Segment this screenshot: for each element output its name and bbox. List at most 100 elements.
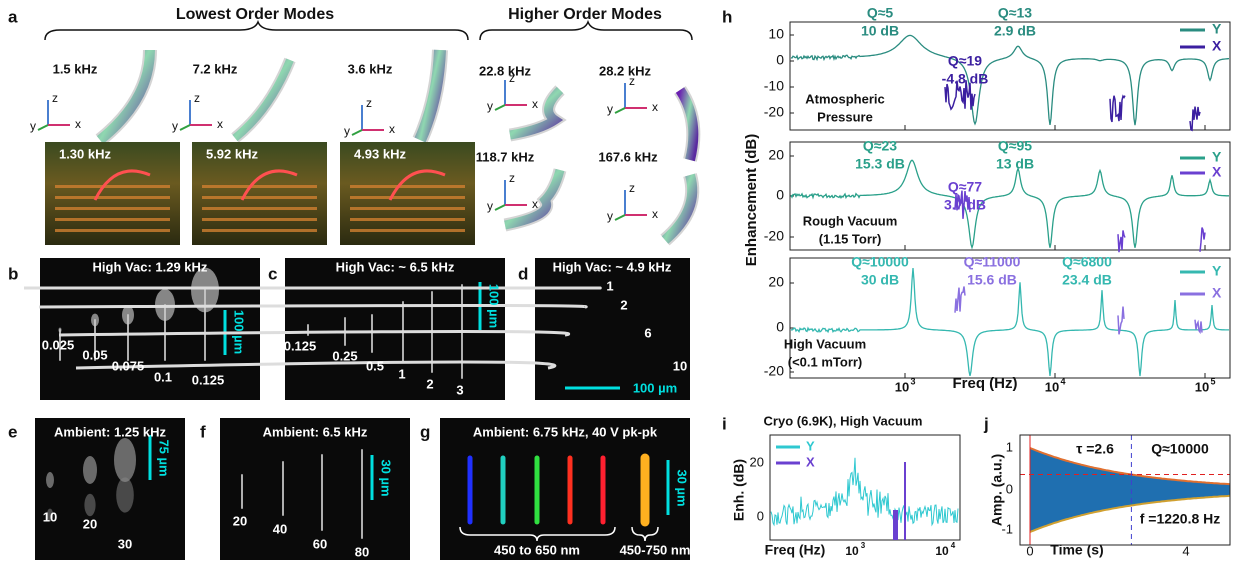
photo-stripe — [55, 207, 170, 210]
spectrum-x — [1109, 94, 1126, 123]
tick-label: 10 — [845, 544, 859, 558]
annotation: 15.6 dB — [967, 272, 1017, 288]
photo-stripe — [55, 185, 170, 188]
axis-letter: y — [344, 124, 350, 138]
micrograph — [535, 258, 690, 400]
axis-y — [494, 204, 506, 211]
tick-label: 3 — [861, 541, 866, 550]
axis-letter: y — [30, 119, 36, 133]
photo-stripe — [202, 218, 317, 221]
plot-frame — [1019, 434, 1231, 546]
axis-letter: z — [194, 91, 200, 105]
brace — [631, 526, 659, 542]
blob — [83, 456, 97, 484]
tick-label: 10 — [935, 544, 949, 558]
tag: 2 — [426, 376, 433, 391]
mode-shape — [232, 58, 294, 142]
legend-label: X — [1212, 285, 1222, 301]
blob — [114, 438, 136, 482]
tag: 0.125 — [192, 372, 225, 387]
panel-label: h — [722, 7, 732, 26]
annotation: Q≈5 — [867, 5, 894, 21]
spectrum-x — [1117, 306, 1125, 335]
panel-label: i — [722, 414, 727, 433]
tick-label: 4 — [1060, 376, 1065, 386]
mode-shape — [675, 87, 699, 162]
tick-label: 20 — [750, 454, 764, 469]
annotation: 15.3 dB — [855, 156, 905, 172]
panel-label: c — [268, 264, 277, 283]
panel-title: Ambient: 1.25 kHz — [54, 424, 166, 439]
beam-arc — [58, 330, 571, 337]
axis-letter: z — [366, 96, 372, 110]
labels: a Lowest Order Modes Higher Order Modes 1.5… — [8, 5, 1222, 560]
blob — [46, 472, 54, 488]
annotation: Q≈95 — [998, 138, 1032, 154]
condition: (<0.1 mTorr) — [788, 354, 863, 369]
axis-letter: y — [607, 102, 613, 116]
mode-shape — [661, 173, 698, 244]
tick-label: 5 — [1210, 376, 1215, 386]
panel-label: a — [8, 7, 18, 26]
photo-label: 4.93 kHz — [354, 146, 407, 161]
annotation: 23.4 dB — [1062, 272, 1112, 288]
tick-label: 20 — [768, 274, 784, 290]
tag: 1 — [606, 278, 613, 293]
spectrum-y — [790, 159, 1229, 250]
tick-label: 4 — [951, 541, 956, 550]
photo-stripe — [350, 229, 465, 232]
tag: 0.5 — [366, 358, 384, 373]
tick-label: 10 — [1045, 379, 1059, 394]
panel-title: High Vac: ~ 6.5 kHz — [336, 259, 455, 274]
axis-y — [37, 124, 49, 131]
tick-label: -20 — [764, 104, 784, 120]
tag: 450-750 nm — [620, 542, 691, 557]
section-title: Lowest Order Modes — [176, 6, 334, 23]
scale-label: 100 µm — [232, 310, 247, 354]
photo-beam — [93, 169, 151, 201]
tick-label: 10 — [895, 379, 909, 394]
legend-label: Y — [1212, 149, 1222, 165]
photo-label: 5.92 kHz — [206, 146, 259, 161]
layout — [24, 19, 1231, 560]
legend-label: Y — [1212, 263, 1222, 279]
photo-stripe — [55, 218, 170, 221]
tag: 6 — [644, 325, 651, 340]
photo — [340, 142, 475, 245]
tag: 60 — [313, 536, 327, 551]
scale-label: 100 µm — [633, 380, 677, 395]
annotation: Q≈10000 — [851, 254, 909, 270]
mode-frequency: 3.6 kHz — [348, 61, 393, 76]
panel-title: High Vac: ~ 4.9 kHz — [553, 259, 672, 274]
photo — [45, 142, 180, 245]
condition: High Vacuum — [784, 336, 866, 351]
tick-label: 10 — [1195, 379, 1209, 394]
tick-label: 0 — [776, 52, 784, 68]
legend-label: X — [1212, 164, 1222, 180]
annotation: 2.9 dB — [994, 23, 1036, 39]
micrograph — [285, 258, 505, 400]
tick-label: -20 — [764, 363, 784, 379]
bracket — [44, 19, 469, 41]
spectrum-x — [954, 286, 966, 313]
photo-stripe — [350, 196, 465, 199]
tick-label: -20 — [764, 228, 784, 244]
axis-title: Enhancement (dB) — [743, 134, 760, 267]
condition: Rough Vacuum — [803, 213, 898, 228]
tag: 80 — [355, 544, 369, 559]
spectrum-x — [1189, 106, 1201, 132]
axis-y — [351, 129, 363, 136]
axis-letter: z — [629, 74, 635, 88]
axis-title: Freq (Hz) — [765, 542, 826, 558]
photo-stripe — [202, 196, 317, 199]
photo-stripe — [350, 185, 465, 188]
photo-stripe — [350, 207, 465, 210]
photo — [192, 142, 327, 245]
plot-frame — [789, 257, 1231, 379]
tick-label: 3 — [910, 376, 915, 386]
spectrum-x — [1194, 319, 1203, 335]
photo-stripe — [202, 229, 317, 232]
scale-label: 75 µm — [157, 439, 172, 476]
tick-label: 0 — [757, 508, 764, 523]
tick-label: 0 — [776, 187, 784, 203]
